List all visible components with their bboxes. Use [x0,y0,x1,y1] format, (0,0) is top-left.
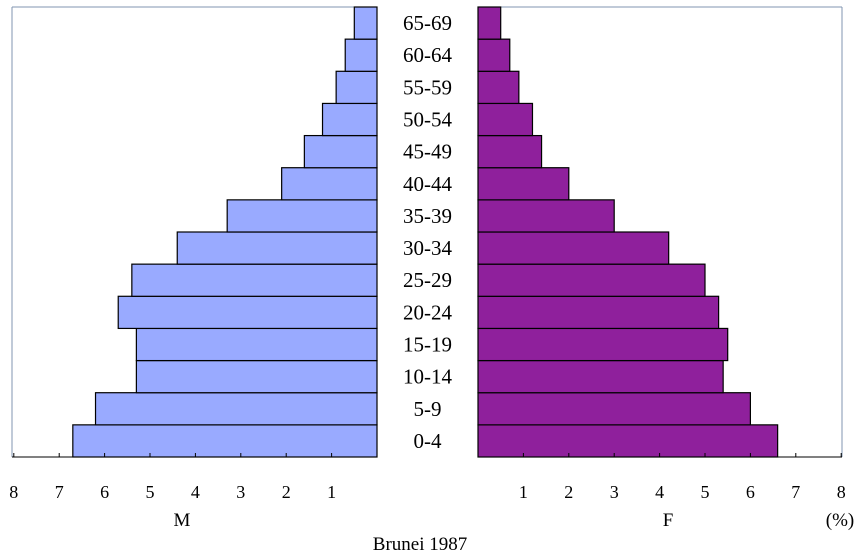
bar-female-30-34 [477,231,670,265]
male-side-label: M [174,510,191,531]
bar-female-65-69 [477,6,502,40]
age-group-label-20-24: 20-24 [403,300,452,324]
bar-male-65-69 [353,6,378,40]
bar-female-50-54 [477,102,534,137]
bar-female-10-14 [477,359,724,394]
bar-male-55-59 [335,70,378,105]
plot-frame [11,6,843,457]
left-tick-label-2: 2 [282,482,291,502]
left-tick-label-3: 3 [236,482,245,502]
bar-male-35-39 [226,199,378,233]
age-group-label-5-9: 5-9 [414,397,442,421]
bar-male-10-14 [135,359,378,394]
age-group-label-65-69: 65-69 [403,11,452,35]
bar-female-0-4 [477,424,779,458]
bar-female-40-44 [477,167,570,201]
age-group-label-30-34: 30-34 [403,236,452,260]
chart-title: Brunei 1987 [373,534,467,555]
age-group-label-35-39: 35-39 [403,204,452,228]
bar-male-45-49 [303,134,378,169]
age-group-label-0-4: 0-4 [414,429,442,453]
left-tick-label-1: 1 [327,482,336,502]
age-group-label-40-44: 40-44 [403,172,452,196]
labels-layer: 0-4 5-9 10-14 15-19 20-24 25-29 30-34 35-39 40-4… [9,11,845,502]
bar-male-15-19 [135,327,378,362]
age-group-label-15-19: 15-19 [403,333,452,357]
bar-female-60-64 [477,38,511,72]
left-tick-label-6: 6 [100,482,109,502]
bar-female-15-19 [477,327,729,362]
right-tick-label-6: 6 [746,482,755,502]
axes-layer [12,7,842,458]
right-tick-label-2: 2 [564,482,573,502]
bar-male-50-54 [321,102,378,137]
bar-male-5-9 [94,392,378,426]
bar-male-30-34 [176,231,378,265]
left-tick-label-7: 7 [55,482,64,502]
bar-male-0-4 [72,424,378,458]
bar-male-25-29 [131,263,378,297]
right-tick-label-5: 5 [701,482,710,502]
right-tick-label-1: 1 [519,482,528,502]
age-group-label-55-59: 55-59 [403,75,452,99]
right-tick-label-8: 8 [837,482,846,502]
unit-label: (%) [826,510,854,531]
left-tick-label-5: 5 [146,482,155,502]
right-tick-label-4: 4 [655,482,664,502]
bar-female-20-24 [477,295,720,330]
bar-female-45-49 [477,134,543,169]
age-group-label-45-49: 45-49 [403,140,452,164]
age-group-label-25-29: 25-29 [403,268,452,292]
left-tick-label-4: 4 [191,482,200,502]
age-group-label-50-54: 50-54 [403,108,452,132]
age-group-label-10-14: 10-14 [403,365,452,389]
right-tick-label-3: 3 [610,482,619,502]
age-group-label-60-64: 60-64 [403,43,452,67]
left-tick-label-8: 8 [9,482,18,502]
right-tick-label-7: 7 [791,482,800,502]
bar-male-40-44 [281,167,378,201]
bar-female-25-29 [477,263,706,297]
bar-female-35-39 [477,199,615,233]
female-side-label: F [663,510,674,531]
bar-male-20-24 [117,295,378,330]
bar-female-5-9 [477,392,751,426]
bar-male-60-64 [344,38,378,72]
bars-layer [72,6,779,458]
bar-female-55-59 [477,70,520,105]
